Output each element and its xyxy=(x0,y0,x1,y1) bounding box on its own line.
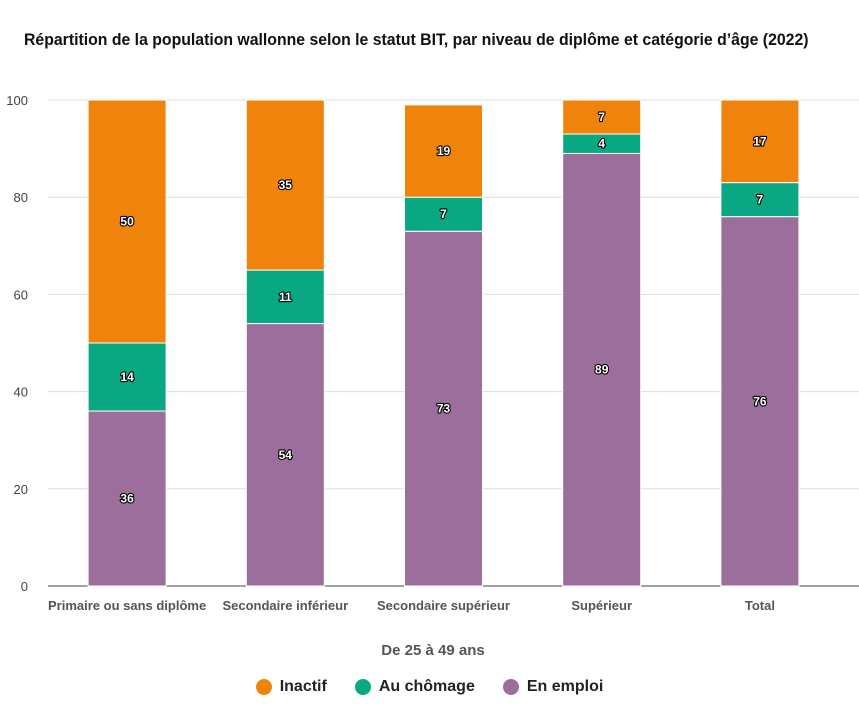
y-tick-label: 20 xyxy=(14,482,28,497)
legend-item: En emploi xyxy=(502,678,604,696)
data-label: 7 xyxy=(757,193,764,207)
data-label: 7 xyxy=(440,207,447,221)
x-tick-label: Primaire ou sans diplôme xyxy=(48,598,206,613)
legend-swatch xyxy=(255,679,272,695)
legend-label: En emploi xyxy=(526,678,604,695)
data-label: 35 xyxy=(279,178,293,192)
bar-segment xyxy=(87,410,167,587)
x-axis-ticks: Primaire ou sans diplôme Secondaire infér… xyxy=(48,598,775,613)
bar-segment xyxy=(720,182,800,218)
legend-item: Inactif xyxy=(255,678,327,696)
data-label: 14 xyxy=(120,370,134,384)
y-tick-label: 100 xyxy=(6,93,28,108)
legend-label: Inactif xyxy=(279,678,327,695)
data-label: 36 xyxy=(120,492,134,506)
data-label: 4 xyxy=(598,137,605,151)
y-tick-label: 40 xyxy=(14,385,28,400)
bar-segment xyxy=(87,342,167,412)
bar-segment xyxy=(245,99,325,271)
data-label: 19 xyxy=(437,144,451,158)
bar-segment xyxy=(562,99,642,135)
chart-title: Répartition de la population wallonne se… xyxy=(24,30,809,49)
data-label: 76 xyxy=(753,394,767,408)
legend-swatch xyxy=(354,679,371,695)
bar-segment xyxy=(720,99,800,184)
data-label: 50 xyxy=(120,215,134,229)
x-tick-label: Secondaire inférieur xyxy=(222,598,348,613)
legend-label: Au chômage xyxy=(378,678,475,695)
y-tick-label: 80 xyxy=(14,190,28,205)
bar-segment xyxy=(720,216,800,587)
data-label: 54 xyxy=(279,448,293,462)
bar-segment xyxy=(404,230,483,587)
legend-swatch xyxy=(502,679,519,695)
bar-segment xyxy=(404,104,483,198)
bar-segment xyxy=(404,196,483,232)
legend-item: Au chômage xyxy=(354,678,475,696)
x-tick-label: Supérieur xyxy=(571,598,632,613)
x-tick-label: Secondaire supérieur xyxy=(377,598,510,613)
data-label: 17 xyxy=(753,134,767,148)
x-tick-label: Total xyxy=(745,598,775,613)
data-label: 73 xyxy=(437,402,451,416)
data-label: 11 xyxy=(279,290,292,304)
data-label: 7 xyxy=(598,110,605,124)
data-label: 89 xyxy=(595,363,609,377)
data-labels: 36 14 50 54 11 35 73 7 19 89 4 7 76 7 17 xyxy=(119,109,768,507)
y-axis-ticks: 0 20 40 60 80 100 xyxy=(6,93,28,594)
x-axis-title: De 25 à 49 ans xyxy=(381,642,484,659)
y-tick-label: 0 xyxy=(21,579,28,594)
legend: Inactif Au chômage En emploi xyxy=(0,678,859,696)
y-tick-label: 60 xyxy=(14,287,28,302)
bar-segment xyxy=(87,99,167,344)
bars xyxy=(87,99,800,587)
